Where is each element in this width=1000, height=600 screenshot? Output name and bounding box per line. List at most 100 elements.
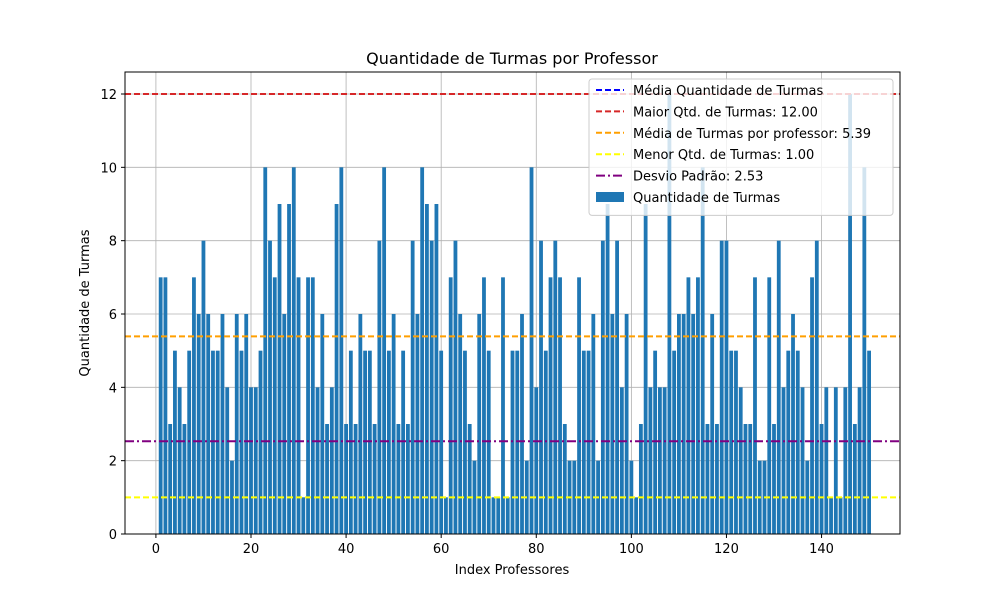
bar (814, 240, 819, 534)
bar (719, 240, 724, 534)
bar (429, 240, 434, 534)
bar (572, 460, 577, 534)
bar (824, 387, 829, 534)
bar (187, 350, 192, 534)
y-tick-label: 8 (109, 235, 117, 250)
bar (600, 240, 605, 534)
bar (643, 204, 648, 534)
bar (329, 387, 334, 534)
bar (367, 350, 372, 534)
bar (206, 314, 211, 534)
y-tick-label: 6 (109, 308, 117, 323)
legend-label: Maior Qtd. de Turmas: 12.00 (633, 105, 818, 120)
bar (244, 314, 249, 534)
bar (867, 350, 871, 534)
bar (401, 350, 406, 534)
bar (415, 314, 420, 534)
bar (310, 277, 315, 534)
bar (715, 424, 719, 534)
bar (282, 314, 287, 534)
bar (700, 167, 705, 535)
legend-swatch (596, 192, 624, 202)
legend-label: Média de Turmas por professor: 5.39 (633, 127, 871, 142)
bar (543, 350, 548, 534)
bar (734, 350, 738, 534)
chart-title: Quantidade de Turmas por Professor (366, 49, 658, 68)
bar (705, 424, 710, 534)
bar (344, 424, 348, 534)
legend-label: Menor Qtd. de Turmas: 1.00 (633, 148, 814, 163)
bar (463, 350, 467, 534)
bar (677, 314, 681, 534)
bar (615, 240, 620, 534)
bar (743, 424, 748, 534)
bar (638, 424, 643, 534)
bar (529, 167, 534, 535)
bar (843, 387, 848, 534)
bar (448, 277, 453, 534)
bar (729, 350, 734, 534)
bar (334, 204, 339, 534)
bar (562, 424, 567, 534)
bar (681, 314, 686, 534)
bar (648, 387, 653, 534)
bar (348, 350, 353, 534)
bar (272, 277, 277, 534)
y-tick-label: 12 (100, 88, 117, 103)
bar (510, 350, 515, 534)
bar (553, 240, 558, 534)
bar (776, 240, 781, 534)
bar (657, 387, 662, 534)
bar (795, 350, 800, 534)
bar (192, 277, 196, 534)
x-axis-label: Index Professores (455, 563, 570, 578)
bar (215, 350, 220, 534)
bar (173, 350, 177, 534)
bar (196, 314, 201, 534)
bar (472, 460, 477, 534)
bar (548, 277, 553, 534)
bar (434, 204, 439, 534)
bar (605, 204, 610, 534)
bar (201, 240, 206, 534)
x-tick-label: 0 (152, 542, 160, 557)
bar (491, 497, 496, 534)
bar (258, 350, 263, 534)
bar (791, 314, 795, 534)
bar (225, 387, 230, 534)
bar (724, 240, 729, 534)
bar (320, 314, 325, 534)
bar (696, 277, 700, 534)
x-tick-label: 100 (619, 542, 644, 557)
bar (453, 240, 458, 534)
legend-box (588, 78, 894, 216)
bar (287, 204, 291, 534)
y-tick-label: 10 (100, 161, 117, 176)
bar (249, 387, 253, 534)
bar (786, 350, 791, 534)
bar (581, 350, 586, 534)
bar (477, 314, 482, 534)
x-tick-label: 120 (714, 542, 739, 557)
bar (505, 497, 510, 534)
reference-lines (125, 93, 900, 499)
bar (634, 497, 639, 534)
bar (420, 167, 425, 535)
y-axis-label: Quantidade de Turmas (78, 229, 93, 376)
bar (848, 94, 852, 534)
bar (386, 350, 391, 534)
bar (358, 314, 363, 534)
x-tick-label: 60 (433, 542, 450, 557)
legend-label: Média Quantidade de Turmas (633, 84, 823, 99)
bar (382, 167, 387, 535)
bar (781, 387, 786, 534)
bar (534, 387, 539, 534)
legend: Média Quantidade de Turmas Maior Qtd. de … (588, 78, 894, 216)
bar (339, 167, 344, 535)
bar (753, 277, 757, 534)
bar (520, 314, 524, 534)
bar (829, 497, 833, 534)
bar (458, 314, 463, 534)
bar (662, 387, 667, 534)
